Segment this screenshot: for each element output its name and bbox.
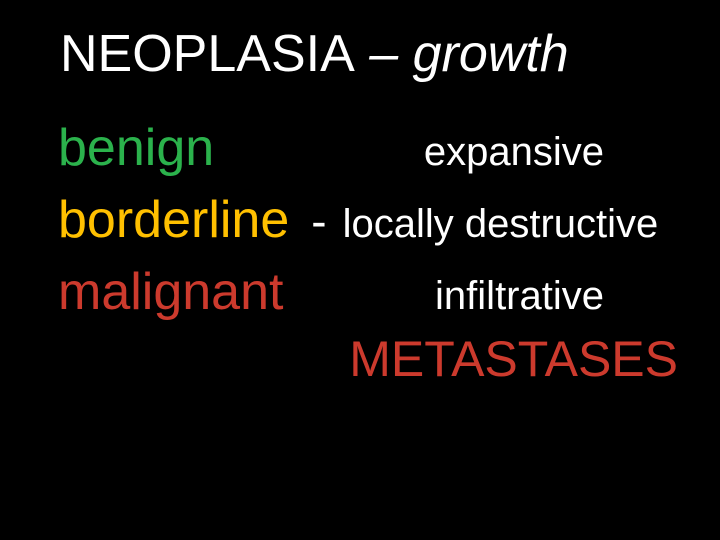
desc-malignant: infiltrative bbox=[435, 274, 604, 319]
slide: NEOPLASIA – growth benign expansive bord… bbox=[0, 0, 720, 540]
row-separator: - bbox=[311, 194, 326, 248]
row-metastases: METASTASES bbox=[58, 330, 678, 388]
term-malignant: malignant bbox=[58, 262, 283, 322]
row-malignant: malignant infiltrative bbox=[58, 262, 678, 322]
metastases-text: METASTASES bbox=[349, 330, 678, 388]
desc-benign: expansive bbox=[424, 130, 604, 175]
title-sub: – growth bbox=[355, 25, 569, 83]
term-borderline: borderline bbox=[58, 190, 289, 250]
term-benign: benign bbox=[58, 118, 214, 178]
title-main: NEOPLASIA bbox=[60, 25, 355, 83]
slide-title: NEOPLASIA – growth bbox=[60, 26, 569, 83]
row-benign: benign expansive bbox=[58, 118, 678, 178]
desc-borderline: locally destructive bbox=[343, 202, 659, 247]
row-borderline: borderline - locally destructive bbox=[58, 190, 678, 250]
